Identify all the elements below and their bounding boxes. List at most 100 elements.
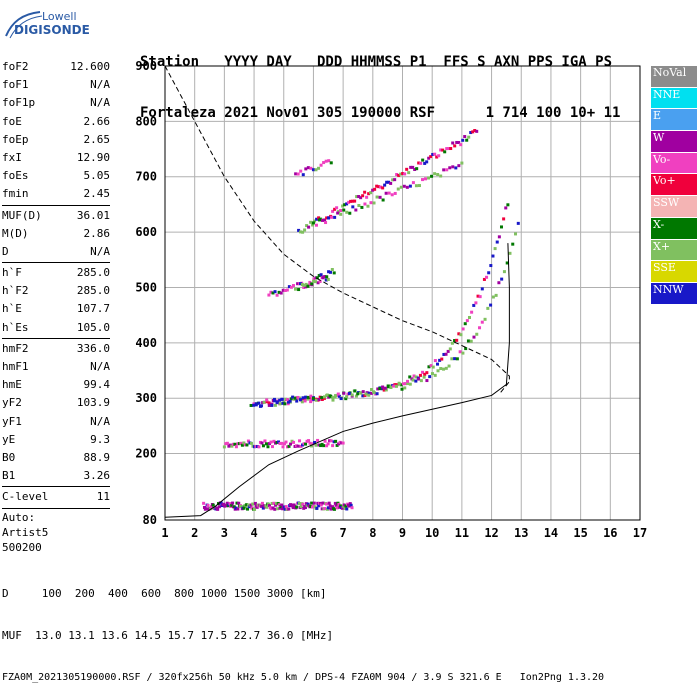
echo-point <box>458 350 462 354</box>
echo-point <box>330 507 334 511</box>
legend-item: SSW <box>651 196 697 218</box>
echo-point <box>320 396 324 400</box>
echo-point <box>267 293 271 297</box>
echo-point <box>274 503 278 507</box>
echo-point <box>431 152 435 156</box>
echo-point <box>299 505 303 509</box>
echo-point <box>377 185 381 189</box>
echo-point <box>385 180 389 184</box>
echo-point <box>405 185 409 189</box>
echo-point <box>234 445 238 449</box>
echo-point <box>313 505 317 509</box>
echo-point <box>325 502 329 506</box>
echo-point <box>351 205 355 209</box>
echo-point <box>236 442 240 446</box>
echo-point <box>242 506 246 510</box>
echo-point <box>491 295 495 299</box>
echo-point <box>486 306 490 310</box>
echo-point <box>342 208 346 212</box>
echo-point <box>304 442 308 446</box>
echo-point <box>480 287 484 291</box>
legend-item: SSE <box>651 261 697 283</box>
echo-point <box>378 195 382 199</box>
param-value: 105.0 <box>76 320 110 334</box>
echo-point <box>227 444 231 448</box>
echo-point <box>242 441 246 445</box>
echo-point <box>278 398 282 402</box>
param-value: 99.4 <box>83 378 111 392</box>
echo-point <box>457 164 461 168</box>
param-name: hmF2 <box>2 341 29 355</box>
echo-point <box>337 394 341 398</box>
echo-point <box>275 293 279 297</box>
echo-point <box>291 506 295 510</box>
param-row: M(D) 2.86 <box>2 225 110 243</box>
echo-point <box>363 190 367 194</box>
param-separator <box>2 486 110 488</box>
echo-point <box>267 442 271 446</box>
param-value: 36.01 <box>76 208 110 222</box>
echo-point <box>325 393 329 397</box>
echo-point <box>448 347 452 351</box>
echo-point <box>427 365 431 369</box>
echo-point <box>228 502 232 506</box>
echo-point <box>348 502 352 506</box>
echo-point <box>307 225 311 229</box>
echo-point <box>341 204 345 208</box>
echo-point <box>322 396 326 400</box>
echo-point <box>224 442 228 446</box>
echo-point <box>286 445 290 449</box>
echo-point <box>228 443 232 447</box>
echo-point <box>270 403 274 407</box>
echo-point <box>395 173 399 177</box>
echo-point <box>384 388 388 392</box>
y-tick-label: 400 <box>135 336 157 350</box>
echo-point <box>234 506 238 510</box>
echo-point <box>418 373 422 377</box>
echo-point <box>312 277 316 281</box>
x-tick-label: 17 <box>633 526 647 540</box>
echo-point <box>335 443 339 447</box>
echo-point <box>311 221 315 225</box>
echo-point <box>267 401 271 405</box>
echo-point <box>389 384 393 388</box>
echo-point <box>249 403 253 407</box>
echo-point <box>417 377 421 381</box>
echo-point <box>367 393 371 397</box>
echo-point <box>279 441 283 445</box>
echo-point <box>457 332 461 336</box>
param-row: D N/A <box>2 243 110 261</box>
echo-point <box>305 439 309 443</box>
echo-point <box>275 401 279 405</box>
echo-point <box>464 347 468 351</box>
echo-point <box>291 284 295 288</box>
echo-point <box>321 218 325 222</box>
echo-point <box>319 444 323 448</box>
echo-point <box>246 503 250 507</box>
echo-point <box>393 178 397 182</box>
legend-item: X- <box>651 217 697 240</box>
echo-point <box>421 158 425 162</box>
echo-point <box>317 398 321 402</box>
echo-point <box>311 504 315 508</box>
echo-point <box>423 161 427 165</box>
echo-point <box>304 167 308 171</box>
echo-point <box>465 138 469 142</box>
echo-point <box>267 403 271 407</box>
echo-point <box>282 505 286 509</box>
param-row: yF2 103.9 <box>2 394 110 412</box>
auto-scaling-text: Artist5 <box>2 525 49 539</box>
echo-point <box>369 201 373 205</box>
param-name: foEp <box>2 132 29 146</box>
echo-point <box>497 281 501 285</box>
echo-point <box>469 131 473 135</box>
echo-point <box>463 322 467 326</box>
echo-point <box>323 275 327 279</box>
echo-point <box>216 507 220 511</box>
echo-point <box>373 187 377 191</box>
echo-point <box>211 503 215 507</box>
echo-point <box>435 155 439 159</box>
legend-item: W <box>651 131 697 153</box>
echo-point <box>375 392 379 396</box>
echo-point <box>315 506 319 510</box>
